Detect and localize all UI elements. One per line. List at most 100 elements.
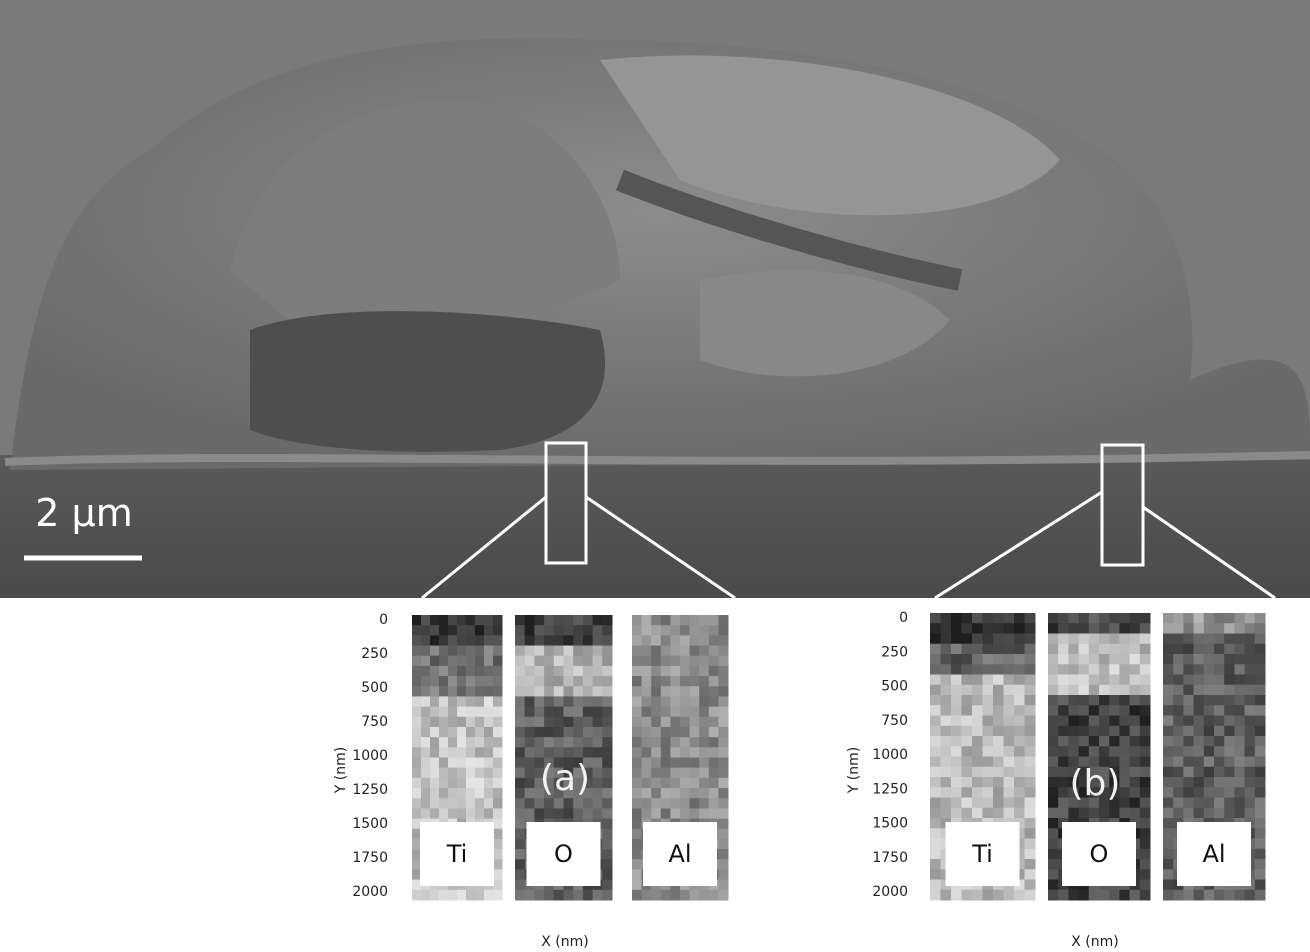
map-pixel	[593, 625, 603, 636]
map-pixel	[1025, 654, 1036, 665]
map-pixel	[484, 890, 494, 901]
map-pixel	[632, 707, 642, 718]
map-pixel	[993, 634, 1004, 645]
map-pixel	[1245, 705, 1256, 716]
map-pixel	[1214, 644, 1225, 655]
map-pixel	[457, 676, 467, 687]
map-pixel	[972, 808, 983, 819]
map-pixel	[709, 727, 719, 738]
map-pixel	[439, 646, 449, 657]
map-pixel	[1048, 644, 1059, 655]
map-pixel	[544, 717, 554, 728]
map-pixel	[1140, 716, 1151, 727]
map-pixel	[412, 635, 422, 646]
map-pixel	[680, 686, 690, 697]
map-pixel	[421, 890, 431, 901]
map-pixel	[1163, 644, 1174, 655]
map-pixel	[484, 727, 494, 738]
map-pixel	[1048, 746, 1059, 757]
map-pixel	[602, 890, 612, 901]
map-pixel	[690, 808, 700, 819]
map-pixel	[941, 664, 952, 675]
map-pixel	[475, 646, 485, 657]
map-pixel	[554, 737, 564, 748]
map-pixel	[1025, 767, 1036, 778]
map-pixel	[583, 737, 593, 748]
map-pixel	[466, 717, 476, 728]
map-pixel	[1048, 695, 1059, 706]
map-pixel	[448, 768, 458, 779]
map-pixel	[709, 646, 719, 657]
map-pixel	[525, 808, 535, 819]
map-pixel	[1068, 736, 1079, 747]
map-pixel	[457, 717, 467, 728]
map-pixel	[1068, 705, 1079, 716]
map-pixel	[515, 635, 525, 646]
map-pixel	[632, 717, 642, 728]
map-pixel	[466, 808, 476, 819]
map-pixel	[602, 717, 612, 728]
map-pixel	[1048, 767, 1059, 778]
map-pixel	[421, 737, 431, 748]
map-pixel	[1224, 746, 1235, 757]
map-pixel	[1119, 726, 1130, 737]
map-pixel	[475, 808, 485, 819]
map-pixel	[1109, 634, 1120, 645]
map-pixel	[593, 768, 603, 779]
map-pixel	[525, 768, 535, 779]
map-pixel	[993, 685, 1004, 696]
map-pixel	[1119, 675, 1130, 686]
figure: 2 µm 025050075010001250150017502000Y (nm…	[0, 0, 1310, 952]
map-pixel	[430, 737, 440, 748]
map-pixel	[1245, 767, 1256, 778]
map-pixel	[709, 808, 719, 819]
map-pixel	[1014, 634, 1025, 645]
map-pixel	[680, 737, 690, 748]
map-pixel	[564, 717, 574, 728]
map-pixel	[525, 737, 535, 748]
map-pixel	[1173, 675, 1184, 686]
map-pixel	[993, 787, 1004, 798]
map-pixel	[525, 696, 535, 707]
map-pixel	[718, 717, 728, 728]
map-pixel	[1130, 726, 1141, 737]
map-pixel	[718, 839, 728, 850]
map-pixel	[439, 686, 449, 697]
map-pixel	[1255, 767, 1266, 778]
map-pixel	[983, 695, 994, 706]
map-pixel	[1234, 777, 1245, 788]
map-pixel	[1099, 644, 1110, 655]
map-pixel	[1109, 623, 1120, 634]
element-label: Al	[1202, 840, 1225, 868]
map-pixel	[1099, 634, 1110, 645]
map-pixel	[1224, 726, 1235, 737]
map-pixel	[439, 778, 449, 789]
map-pixel	[680, 646, 690, 657]
map-pixel	[493, 819, 503, 830]
map-pixel	[439, 890, 449, 901]
map-pixel	[1234, 746, 1245, 757]
map-pixel	[1214, 777, 1225, 788]
map-pixel	[1048, 869, 1059, 880]
map-pixel	[1004, 890, 1015, 901]
map-pixel	[602, 686, 612, 697]
map-pixel	[690, 798, 700, 809]
map-pixel	[1204, 890, 1215, 901]
map-pixel	[421, 615, 431, 626]
map-pixel	[718, 727, 728, 738]
map-pixel	[661, 666, 671, 677]
map-pixel	[1173, 644, 1184, 655]
map-pixel	[1109, 808, 1120, 819]
map-pixel	[554, 646, 564, 657]
map-pixel	[690, 656, 700, 667]
map-pixel	[1194, 644, 1205, 655]
map-pixel	[515, 717, 525, 728]
map-pixel	[1214, 685, 1225, 696]
map-pixel	[430, 747, 440, 758]
map-pixel	[1140, 777, 1151, 788]
map-pixel	[690, 737, 700, 748]
map-pixel	[680, 625, 690, 636]
map-pixel	[1119, 757, 1130, 768]
map-pixel	[1140, 808, 1151, 819]
map-pixel	[421, 727, 431, 738]
